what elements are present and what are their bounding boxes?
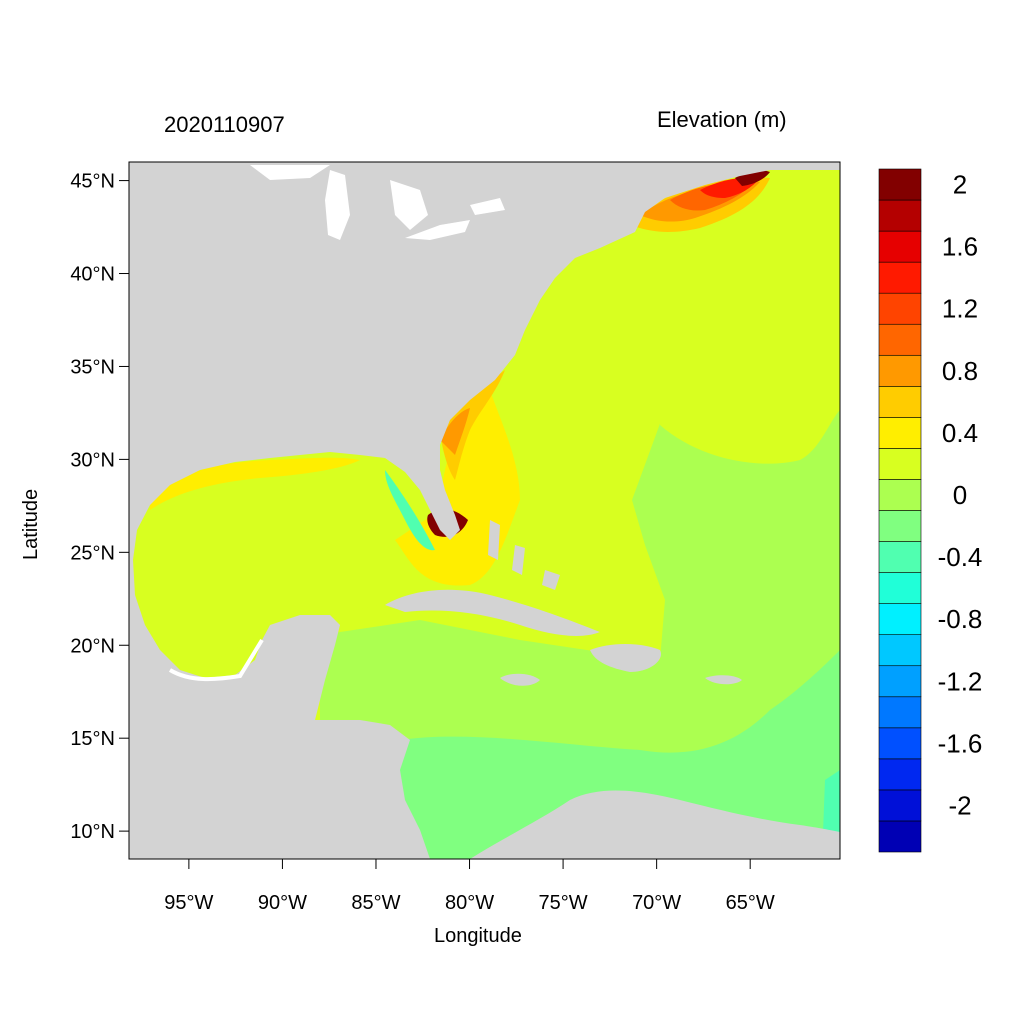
x-tick-label: 70°W [632,892,681,914]
x-tick-label: 95°W [164,892,213,914]
colorbar-swatch [878,758,922,791]
land-north-america [129,162,840,859]
lake-superior [250,165,330,180]
colorbar-swatch [878,696,922,729]
lake-ontario [470,198,505,215]
colorbar-label: 1.6 [942,232,978,262]
y-tick-label: 45°N [70,171,115,193]
map-layers [129,162,840,859]
y-tick-label: 15°N [70,728,115,750]
land [129,162,840,859]
colorbar-swatch [878,386,922,418]
band-gulf [135,454,434,669]
plot-frame [128,161,841,860]
x-tick-label: 80°W [445,892,494,914]
colorbar-label: 1.2 [942,294,978,324]
lake-michigan [325,170,350,240]
x-axis-label: Longitude [434,925,522,947]
band-west-florida [385,470,435,551]
timestamp-title: 2020110907 [164,112,285,137]
colorbar-label: -1.2 [938,666,983,696]
colorbar-swatch [878,479,922,511]
colorbar-label: -0.4 [938,542,983,572]
colorbar-swatch [878,354,922,387]
y-axis-label: Latitude [20,488,42,560]
x-tick-label: 90°W [258,892,307,914]
colorbar-swatch [878,634,922,667]
land-hispaniola [590,644,661,672]
colorbar-swatch [878,448,922,480]
land-puerto-rico [705,675,742,685]
x-axis-ticks: 95°W 90°W 85°W 80°W 75°W 70°W 65°W [164,859,775,914]
band-atlantic-upper [660,162,840,464]
colorbar-swatch [878,572,922,604]
colorbar-swatch [878,789,922,822]
colorbar-label: 2 [953,170,967,200]
colorbar-label: 0 [953,480,967,510]
colorbar-label: 0.4 [942,418,978,448]
colorbar-label: -0.8 [938,604,983,634]
x-tick-label: 85°W [351,892,400,914]
colorbar-swatch [878,168,922,201]
y-tick-label: 25°N [70,542,115,564]
colorbar-swatch [878,230,922,263]
band-georgia [440,408,470,455]
colorbar-swatch [878,417,922,449]
y-axis-ticks: 45°N 40°N 35°N 30°N 25°N 20°N 15°N 10°N [70,171,129,843]
x-tick-label: 65°W [726,892,775,914]
band-gulf-coast [150,457,360,510]
colorbar-label: -2 [948,790,971,820]
colorbar-swatch [878,323,922,356]
colorbar-label: -1.6 [938,728,983,758]
colorbar-swatch [878,603,922,635]
colorbar: 2 1.6 1.2 0.8 0.4 0 -0.4 -0.8 -1.2 -1.6 -2 [878,168,983,853]
gulf-coast-line [168,638,264,682]
y-tick-label: 10°N [70,821,115,843]
colorbar-label: 0.8 [942,356,978,386]
y-tick-label: 30°N [70,449,115,471]
lake-erie [405,220,470,240]
land-south-america [470,790,840,859]
colorbar-swatch [878,199,922,232]
colorbar-swatch [878,541,922,573]
y-tick-label: 40°N [70,264,115,286]
colorbar-swatch [878,292,922,325]
colorbar-swatch [878,510,922,542]
land-bahamas [488,520,560,590]
lake-huron [390,180,428,230]
colorbar-swatch [878,665,922,698]
band-south-caribbean [400,650,840,859]
band-carolina [440,370,505,480]
x-tick-label: 75°W [539,892,588,914]
y-tick-label: 35°N [70,356,115,378]
colorbar-swatch [878,727,922,760]
great-lakes [250,165,505,240]
variable-title: Elevation (m) [657,107,787,132]
y-tick-label: 20°N [70,635,115,657]
colorbar-swatch [878,820,922,853]
colorbar-swatch [878,261,922,294]
land-jamaica [500,673,540,686]
land-cuba [385,589,600,636]
